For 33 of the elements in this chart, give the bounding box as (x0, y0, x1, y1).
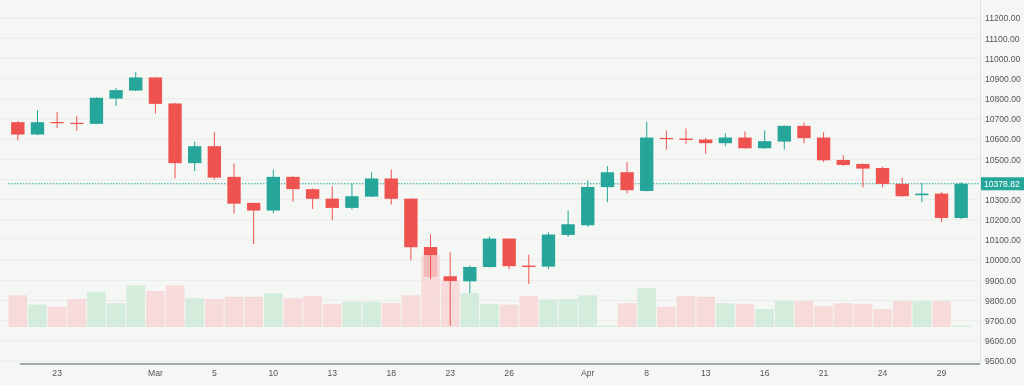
x-tick-label: 24 (877, 368, 888, 379)
y-tick-label: 11200.00 (985, 13, 1021, 24)
x-tick-label: 23 (445, 368, 456, 379)
y-tick-label: 10000.00 (985, 255, 1022, 266)
y-tick-label: 11000.00 (985, 53, 1021, 64)
x-tick-label: Apr (581, 368, 595, 379)
y-tick-label: 10800.00 (985, 94, 1022, 105)
y-tick-label: 9700.00 (985, 315, 1017, 326)
x-tick-label: 16 (759, 368, 770, 379)
y-tick-label: 10500.00 (985, 154, 1022, 165)
y-tick-label: 10300.00 (985, 194, 1022, 205)
y-tick-label: 10600.00 (985, 134, 1022, 145)
y-tick-label: 10900.00 (985, 73, 1022, 84)
y-tick-label: 9600.00 (985, 336, 1017, 347)
x-tick-label: 8 (644, 368, 650, 379)
x-tick-label: 26 (504, 368, 515, 379)
ref-line-label: 10378.82 (984, 178, 1021, 189)
y-tick-label: 9900.00 (985, 275, 1017, 286)
y-tick-label: 10700.00 (985, 114, 1022, 125)
x-tick-label: 13 (700, 368, 711, 379)
y-tick-label: 10200.00 (985, 215, 1022, 226)
x-tick-label: 5 (211, 368, 217, 379)
x-tick-label: 18 (386, 368, 397, 379)
y-tick-label: 9500.00 (985, 356, 1017, 367)
y-tick-label: 11100.00 (985, 33, 1020, 44)
x-tick-label: 29 (936, 368, 947, 379)
x-tick-label: 21 (818, 368, 829, 379)
x-tick-label: 10 (268, 368, 279, 379)
x-tick-label: Mar (147, 368, 163, 379)
x-tick-label: 13 (327, 368, 338, 379)
x-tick-label: 23 (52, 368, 63, 379)
y-tick-label: 10100.00 (985, 235, 1022, 246)
y-tick-label: 9800.00 (985, 295, 1017, 306)
